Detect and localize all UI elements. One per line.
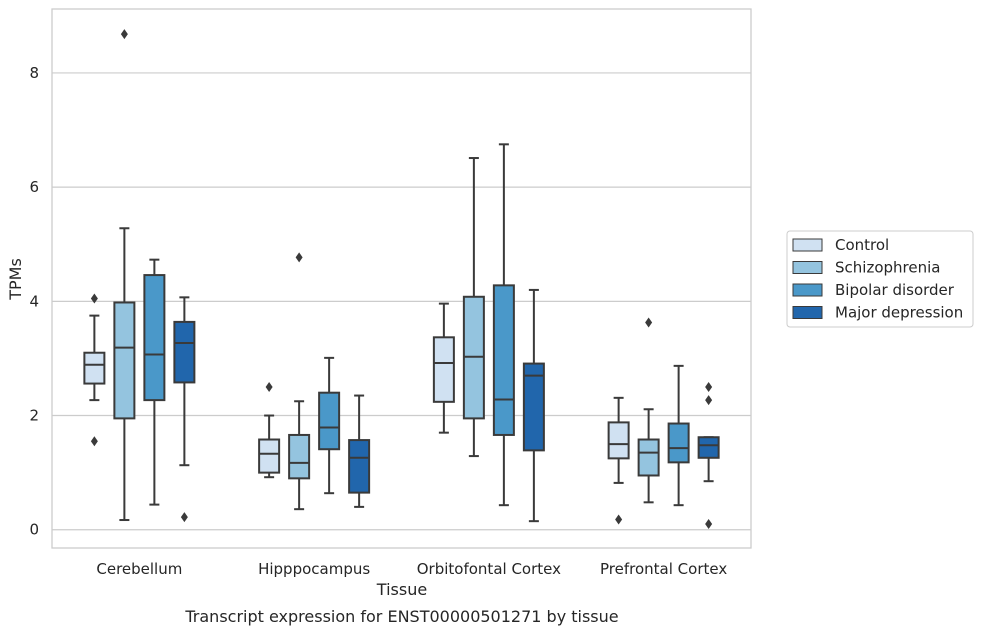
box	[667, 364, 690, 507]
outlier-point	[705, 395, 713, 406]
legend-frame	[786, 230, 974, 328]
box-body	[667, 422, 690, 464]
box-body	[432, 336, 455, 403]
x-axis-ticks: Cerebellum Hipppocampus Orbitofontal Corte…	[96, 560, 727, 578]
x-tick-label: Prefrontal Cortex	[600, 560, 727, 578]
outlier-point	[615, 514, 623, 525]
legend-label: Bipolar disorder	[835, 281, 955, 299]
y-tick-label: 4	[29, 292, 39, 310]
x-tick-label: Hipppocampus	[258, 560, 370, 578]
box-body	[83, 351, 106, 385]
legend-swatch	[792, 283, 823, 297]
box	[318, 356, 341, 495]
legend-swatch	[792, 238, 823, 252]
x-axis-label: Tissue	[376, 580, 427, 599]
series-schizophrenia	[113, 29, 660, 522]
outlier-point	[295, 252, 303, 263]
box	[348, 394, 371, 508]
box	[143, 258, 166, 506]
y-tick-label: 0	[29, 521, 39, 539]
box-body	[113, 301, 136, 420]
outlier-point	[705, 519, 713, 530]
box-plot-series	[83, 29, 720, 530]
box	[288, 252, 311, 511]
outlier-point	[265, 381, 273, 392]
box	[492, 143, 515, 507]
box	[258, 381, 281, 479]
outlier-point	[180, 512, 188, 523]
box-body	[607, 421, 630, 460]
legend-swatch	[792, 261, 823, 274]
legend-label: Major depression	[835, 304, 963, 322]
outlier-point	[90, 293, 98, 304]
y-tick-label: 8	[29, 64, 39, 82]
box-body	[143, 274, 166, 402]
box-body	[288, 433, 311, 480]
box-body	[318, 391, 341, 451]
box	[113, 29, 136, 522]
outlier-point	[90, 436, 98, 447]
y-tick-label: 6	[29, 178, 39, 196]
x-tick-label: Cerebellum	[96, 560, 182, 578]
legend-label: Schizophrenia	[835, 259, 940, 277]
grid-lines	[52, 72, 751, 531]
box	[637, 317, 660, 504]
box	[607, 396, 630, 525]
series-major-depression	[173, 288, 720, 530]
legend-swatch	[792, 306, 823, 319]
series-control	[83, 293, 630, 525]
plot-frame	[51, 8, 752, 549]
box-body	[522, 362, 545, 452]
y-axis-label: TPMs	[6, 258, 25, 301]
box-body	[492, 284, 515, 436]
legend-label: Control	[835, 236, 889, 254]
box	[83, 293, 106, 447]
box	[697, 381, 720, 530]
outlier-point	[120, 29, 128, 40]
box	[432, 302, 455, 434]
box-body	[348, 439, 371, 494]
y-axis-ticks: 0 2 4 6 8	[29, 64, 39, 539]
box	[462, 157, 485, 458]
box-body	[173, 320, 196, 384]
box-body	[258, 438, 281, 474]
box	[173, 296, 196, 523]
y-tick-label: 2	[29, 407, 39, 425]
box-body	[637, 438, 660, 477]
chart-caption: Transcript expression for ENST0000050127…	[184, 607, 618, 626]
x-tick-label: Orbitofontal Cortex	[417, 560, 561, 578]
legend: Control Schizophrenia Bipolar disorder Majo…	[786, 230, 974, 328]
series-bipolar-disorder	[143, 143, 690, 507]
outlier-point	[645, 317, 653, 328]
box	[522, 288, 545, 523]
box-body	[697, 436, 720, 459]
outlier-point	[705, 381, 713, 392]
